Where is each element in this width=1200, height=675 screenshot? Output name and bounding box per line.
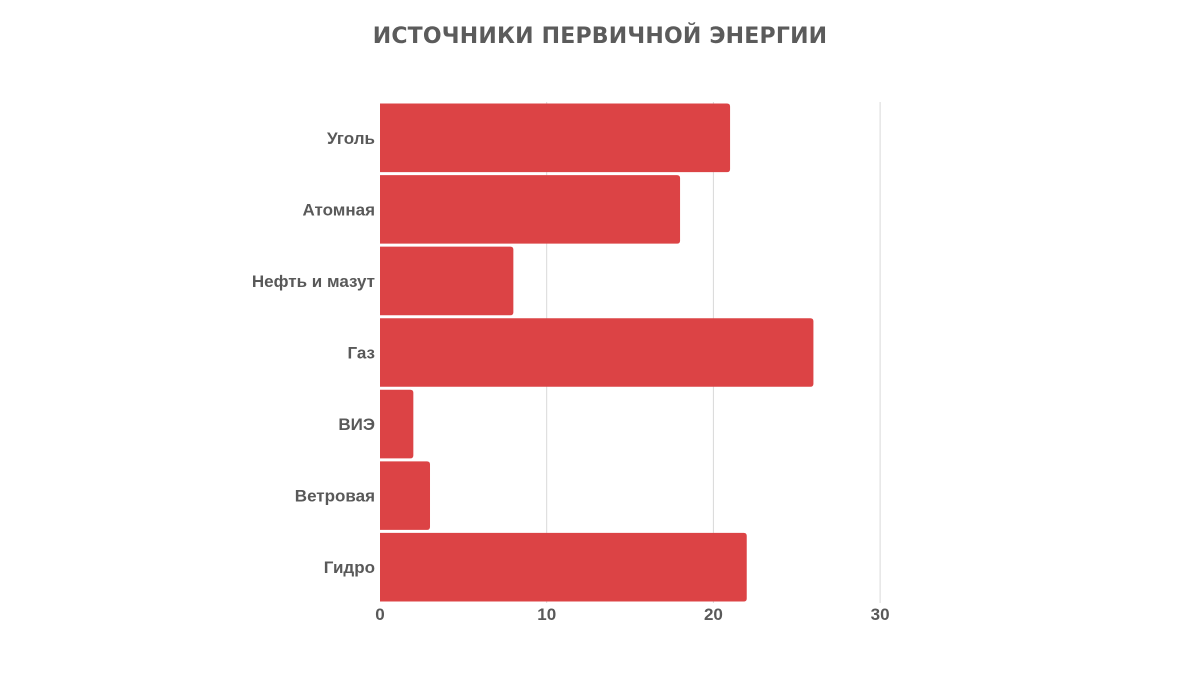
x-tick-label: 0	[375, 605, 384, 624]
category-label: ВИЭ	[338, 415, 375, 434]
x-tick-label: 20	[704, 605, 723, 624]
bar-2	[380, 246, 514, 316]
tick-labels: 0 10 20 30	[375, 605, 889, 624]
x-tick-label: 30	[871, 605, 890, 624]
category-label: Гидро	[324, 558, 375, 577]
category-label: Газ	[347, 344, 375, 363]
bar-5	[380, 461, 431, 530]
bar-3	[380, 318, 814, 387]
x-tick-label: 10	[537, 605, 556, 624]
bar-6	[380, 532, 747, 602]
category-label: Ветровая	[295, 487, 375, 506]
category-label: Нефть и мазут	[252, 272, 375, 291]
category-label: Уголь	[327, 129, 375, 148]
chart-title: ИСТОЧНИКИ ПЕРВИЧНОЙ ЭНЕРГИИ	[372, 24, 828, 49]
bar-layer	[380, 103, 814, 602]
bar-0	[380, 103, 731, 173]
bar-4	[380, 389, 414, 459]
category-labels: Уголь Атомная Нефть и мазут Газ ВИЭ Ветровая Г…	[252, 129, 375, 577]
bar-1	[380, 175, 681, 244]
category-label: Атомная	[302, 200, 375, 219]
